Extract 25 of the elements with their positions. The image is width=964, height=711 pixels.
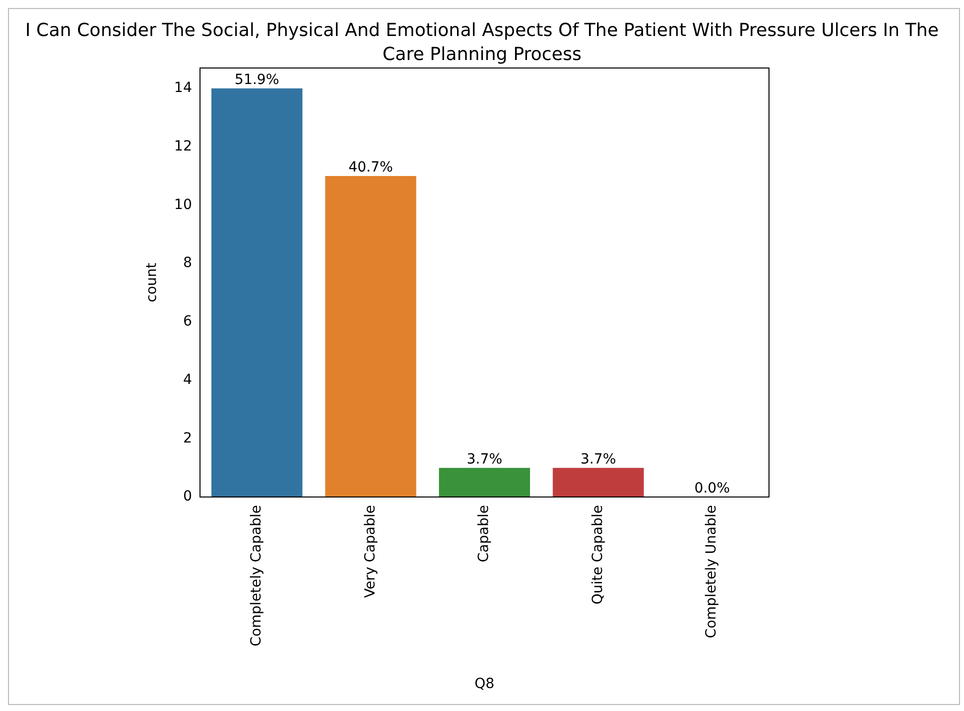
bar [211, 88, 302, 497]
annotation: 3.7% [466, 451, 502, 468]
chart-title: I Can Consider The Social, Physical And Emotional Aspects Of The Patient With Pressure Ulcers In The Care Planning Process [25, 20, 939, 65]
y-tick-label: 12 [174, 138, 192, 154]
x-tick-label: Completely Capable [248, 505, 265, 646]
y-tick-label: 4 [183, 372, 192, 388]
annotation: 0.0% [694, 480, 730, 497]
y-tick-label: 8 [183, 255, 192, 272]
y-tick-label: 14 [174, 80, 192, 96]
bar [438, 468, 530, 497]
x-tick-label: Completely Unable [704, 505, 720, 638]
x-tick-label: Capable [476, 505, 492, 562]
annotation: 51.9% [234, 72, 280, 88]
annotation: 40.7% [348, 160, 393, 176]
y-tick-label: 0 [183, 488, 192, 505]
x-tick-label: Quite Capable [590, 505, 606, 605]
annotation: 3.7% [580, 451, 616, 468]
bar [552, 468, 644, 497]
y-tick-label: 2 [183, 430, 192, 446]
y-axis-title: count [144, 262, 160, 302]
bar [325, 176, 416, 497]
x-tick-label: Very Capable [362, 505, 378, 598]
y-tick-label: 10 [174, 196, 192, 213]
x-axis-title: Q8 [474, 676, 494, 692]
y-tick-label: 6 [183, 314, 192, 330]
